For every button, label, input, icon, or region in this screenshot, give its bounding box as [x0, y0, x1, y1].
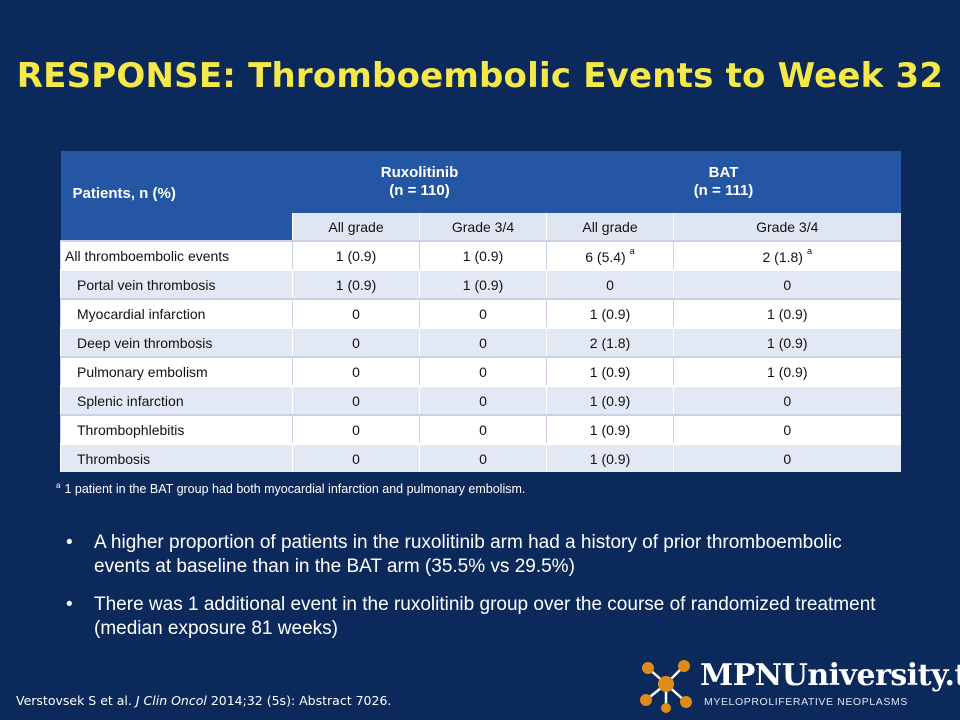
table-cell: 0 — [292, 414, 420, 444]
bullet-item: • A higher proportion of patients in the … — [66, 532, 842, 577]
row-label: Thrombosis — [60, 443, 293, 472]
table-row: Thrombosis 0 0 1 (0.9) 0 — [60, 443, 901, 472]
table-cell: 0 — [419, 298, 547, 328]
table-group-header: Patients, n (%) Ruxolitinib (n = 110) BAT… — [60, 151, 901, 213]
table-cell: 0 — [673, 443, 901, 472]
table-body: All thromboembolic events 1 (0.9) 1 (0.9) 6… — [60, 240, 901, 472]
table-row: Myocardial infarction 0 0 1 (0.9) 1 (0.9) — [60, 298, 901, 328]
table-row: Splenic infarction 0 0 1 (0.9) 0 — [60, 385, 901, 415]
table-cell: 1 (0.9) — [546, 414, 674, 444]
table-cell: 1 (0.9) — [292, 269, 420, 299]
slide-title: RESPONSE: Thromboembolic Events to Week … — [16, 56, 944, 96]
row-label: Thrombophlebitis — [60, 414, 293, 444]
table-cell: 1 (0.9) — [546, 443, 674, 472]
table-cell: 0 — [292, 385, 420, 415]
logo-name: MPNUniversity.tv — [700, 658, 960, 693]
table-cell: 0 — [419, 414, 547, 444]
group-header-ruxolitinib: Ruxolitinib (n = 110) — [292, 151, 547, 213]
table-cell: 1 (0.9) — [673, 298, 901, 328]
table-cell: 0 — [292, 356, 420, 386]
table-cell: 1 (0.9) — [546, 298, 674, 328]
bullet-dot: • — [66, 532, 73, 553]
row-label: Myocardial infarction — [60, 298, 293, 328]
table-cell: 0 — [292, 443, 420, 472]
table-cell: 1 (0.9) — [419, 269, 547, 299]
table-cell: 0 — [673, 269, 901, 299]
table-cell: 1 (0.9) — [673, 327, 901, 357]
table-corner-label: Patients, n (%) — [60, 151, 293, 213]
footnote-ref: a — [806, 246, 812, 256]
events-table: Patients, n (%) Ruxolitinib (n = 110) BAT… — [60, 151, 901, 472]
table-subheader-row: All grade Grade 3/4 All grade Grade 3/4 — [60, 213, 901, 241]
table-cell: 0 — [673, 385, 901, 415]
footnote-ref: a — [629, 246, 635, 256]
bullet-list: • A higher proportion of patients in the … — [60, 531, 900, 655]
table-cell: 1 (0.9) — [673, 356, 901, 386]
table-row: Thrombophlebitis 0 0 1 (0.9) 0 — [60, 414, 901, 444]
table-cell: 1 (0.9) — [546, 385, 674, 415]
group-header-bat: BAT (n = 111) — [546, 151, 901, 213]
table-cell: 0 — [292, 298, 420, 328]
logo-tagline: MYELOPROLIFERATIVE NEOPLASMS — [704, 696, 908, 708]
table-row: All thromboembolic events 1 (0.9) 1 (0.9) 6… — [60, 240, 901, 270]
footnote-text: 1 patient in the BAT group had both myoc… — [64, 482, 526, 496]
table-cell: 0 — [673, 414, 901, 444]
table-cell: 0 — [292, 327, 420, 357]
table-cell: 0 — [546, 269, 674, 299]
table-cell: 2 (1.8) — [546, 327, 674, 357]
footnote-marker: a — [56, 481, 61, 490]
subheader-bat-all: All grade — [546, 213, 674, 241]
table-cell: 0 — [419, 356, 547, 386]
table-row: Portal vein thrombosis 1 (0.9) 1 (0.9) 0 0 — [60, 269, 901, 299]
table-cell: 2 (1.8) a — [673, 240, 901, 270]
molecule-icon — [640, 660, 692, 713]
subheader-blank — [60, 213, 293, 241]
subheader-rux-g34: Grade 3/4 — [419, 213, 547, 241]
row-label: All thromboembolic events — [60, 240, 293, 270]
table-row: Deep vein thrombosis 0 0 2 (1.8) 1 (0.9) — [60, 327, 901, 357]
table-cell: 1 (0.9) — [419, 240, 547, 270]
subheader-bat-g34: Grade 3/4 — [673, 213, 901, 241]
table-cell: 0 — [419, 443, 547, 472]
table-row: Pulmonary embolism 0 0 1 (0.9) 1 (0.9) — [60, 356, 901, 386]
bullet-dot: • — [66, 594, 73, 615]
row-label: Splenic infarction — [60, 385, 293, 415]
citation: Verstovsek S et al. J Clin Oncol 2014;32… — [16, 693, 392, 708]
subheader-rux-all: All grade — [292, 213, 420, 241]
row-label: Deep vein thrombosis — [60, 327, 293, 357]
table-cell: 1 (0.9) — [292, 240, 420, 270]
table-cell: 6 (5.4) a — [546, 240, 674, 270]
row-label: Portal vein thrombosis — [60, 269, 293, 299]
table-cell: 0 — [419, 327, 547, 357]
table-cell: 0 — [419, 385, 547, 415]
row-label: Pulmonary embolism — [60, 356, 293, 386]
mpnuniversity-logo: MPNUniversity.tv MYELOPROLIFERATIVE NEOP… — [636, 656, 960, 716]
table-cell: 1 (0.9) — [546, 356, 674, 386]
bullet-item: • There was 1 additional event in the rux… — [66, 594, 876, 639]
